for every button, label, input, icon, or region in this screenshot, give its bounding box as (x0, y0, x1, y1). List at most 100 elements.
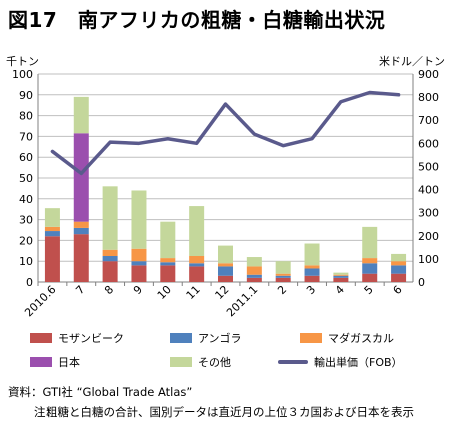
bar-segment (362, 263, 378, 274)
bar-segment (218, 266, 233, 276)
y-right-tick-label: 800 (418, 91, 439, 104)
bar-segment (391, 261, 407, 266)
bar-segment (304, 275, 320, 282)
bar-segment (218, 263, 233, 267)
x-tick-label: 9 (131, 283, 145, 297)
x-tick-label: 2011.1 (224, 283, 260, 319)
x-tick-label: 5 (362, 283, 376, 297)
y-left-tick-label: 20 (19, 234, 33, 247)
bar-segment (44, 208, 60, 227)
source-label: 資料： (8, 385, 43, 399)
bar-segment (246, 266, 262, 275)
legend-swatch-madagascar (300, 333, 322, 343)
bar-segment (189, 263, 205, 267)
y-right-tick-label: 300 (418, 207, 439, 220)
x-tick-label: 10 (155, 283, 174, 302)
bar-segment (44, 236, 60, 282)
y-left-tick-label: 70 (19, 130, 33, 143)
note-label: 注： (34, 405, 57, 419)
x-tick-label: 6 (391, 283, 405, 297)
bar-segment (73, 133, 89, 222)
legend-swatch-angola (170, 333, 192, 343)
y-right-tick-label: 0 (418, 276, 425, 289)
bar-segment (362, 258, 378, 264)
legend-swatch-other (170, 357, 192, 367)
legend-label-madagascar: マダガスカル (328, 332, 394, 345)
unit-price-line (50, 90, 401, 176)
y-left-tick-label: 80 (19, 110, 33, 123)
right-axis-unit: 米ドル／トン (379, 55, 445, 68)
bar-segment (304, 243, 320, 266)
bar-segment (73, 234, 89, 282)
bar-segment (275, 261, 291, 274)
x-tick-label: 11 (184, 283, 203, 302)
y-left-tick-label: 0 (26, 276, 33, 289)
bar-segment (131, 265, 147, 282)
x-tick-label: 2 (275, 283, 289, 297)
bar-segment (391, 253, 407, 262)
bar-segment (102, 186, 118, 250)
bar-segment (304, 265, 320, 269)
legend: モザンビーク アンゴラ マダガスカル 日本 その他 輸出単価（FOB） (10, 330, 450, 374)
bar-segment (304, 268, 320, 276)
bar-segment (102, 261, 118, 282)
bar-segment (333, 275, 349, 278)
bar-segment (391, 265, 407, 274)
x-tick-label: 4 (333, 283, 347, 297)
note-text: 粗糖と白糖の合計、国別データは直近月の上位３カ国および日本を表示 (46, 405, 414, 419)
bar-segment (102, 249, 118, 256)
bar-segment (189, 206, 205, 256)
y-right-tick-label: 400 (418, 184, 439, 197)
y-right-tick-label: 100 (418, 253, 439, 266)
bar-segment (73, 96, 89, 134)
legend-swatch-mozambique (30, 333, 52, 343)
y-right-tick-label: 900 (418, 68, 439, 81)
source-text: GTI社 “Global Trade Atlas” (42, 385, 193, 399)
x-tick-label: 3 (304, 283, 318, 297)
bar-segment (391, 273, 407, 282)
bar-segment (131, 190, 147, 249)
note-block: 注： 粗糖と白糖の合計、国別データは直近月の上位３カ国および日本を表示 (34, 404, 446, 421)
y-left-tick-label: 40 (19, 193, 33, 206)
y-left-tick-label: 100 (12, 68, 33, 81)
bar-segment (73, 221, 89, 228)
bar-segment (102, 256, 118, 262)
y-left-tick-label: 50 (19, 172, 33, 185)
bar-segment (246, 277, 262, 282)
y-right-tick-label: 600 (418, 137, 439, 150)
y-left-tick-label: 90 (19, 89, 33, 102)
bar-segment (131, 248, 147, 262)
bar-segment (275, 275, 291, 278)
bar-segment (189, 256, 205, 264)
bar-segment (160, 258, 176, 263)
chart-plot: 0 10 20 30 40 50 60 70 80 90 100 0 100 200 300 400 500 60… (12, 68, 439, 319)
x-tick-label: 8 (102, 283, 116, 297)
figure-title: 図17 南アフリカの粗糖・白糖輸出状況 (8, 8, 386, 32)
y-left-tick-label: 30 (19, 214, 33, 227)
bar-segment (333, 277, 349, 282)
y-left-tick-label: 60 (19, 151, 33, 164)
legend-swatch-unit-price (278, 360, 308, 364)
bar-segment (44, 231, 60, 237)
legend-label-japan: 日本 (58, 356, 80, 369)
y-right-tick-label: 200 (418, 230, 439, 243)
y-right-tick-label: 700 (418, 114, 439, 127)
bar-segment (275, 277, 291, 282)
legend-label-mozambique: モザンビーク (58, 332, 124, 345)
legend-item-japan: 日本 (30, 354, 80, 370)
x-tick-label: 12 (213, 283, 232, 302)
bar-segment (362, 273, 378, 282)
legend-item-unit-price: 輸出単価（FOB） (278, 354, 403, 370)
source-line: 資料：GTI社 “Global Trade Atlas” (8, 384, 192, 400)
legend-label-unit-price: 輸出単価（FOB） (314, 356, 403, 369)
bar-segment (189, 266, 205, 282)
legend-label-angola: アンゴラ (198, 332, 242, 345)
legend-item-mozambique: モザンビーク (30, 330, 124, 346)
bar-segment (362, 226, 378, 259)
bar-segment (160, 221, 176, 259)
bar-segment (218, 245, 233, 264)
bar-segment (131, 261, 147, 266)
legend-label-other: その他 (198, 356, 231, 369)
bar-segment (160, 265, 176, 282)
